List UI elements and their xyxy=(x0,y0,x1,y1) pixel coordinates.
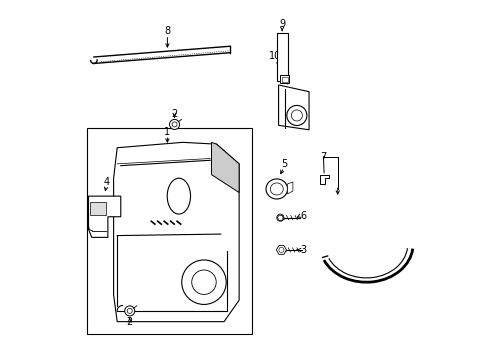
Circle shape xyxy=(182,260,226,305)
Polygon shape xyxy=(287,182,292,194)
Polygon shape xyxy=(88,196,121,237)
Text: 7: 7 xyxy=(320,152,326,162)
Circle shape xyxy=(278,247,284,252)
Text: 10: 10 xyxy=(268,51,281,61)
Circle shape xyxy=(291,110,302,121)
Polygon shape xyxy=(90,202,106,215)
Circle shape xyxy=(286,105,306,126)
Bar xyxy=(276,33,287,81)
Circle shape xyxy=(172,122,177,127)
Circle shape xyxy=(191,270,216,294)
Bar xyxy=(281,77,287,82)
Ellipse shape xyxy=(167,178,190,214)
Polygon shape xyxy=(113,142,239,321)
Polygon shape xyxy=(278,85,308,130)
Bar xyxy=(86,128,251,334)
Text: 3: 3 xyxy=(300,245,306,255)
Bar xyxy=(280,75,289,83)
Text: 1: 1 xyxy=(164,127,170,136)
Text: 2: 2 xyxy=(126,317,133,327)
Circle shape xyxy=(169,120,179,130)
Text: 8: 8 xyxy=(164,26,170,36)
Text: 2: 2 xyxy=(171,109,177,119)
Text: 9: 9 xyxy=(279,19,285,29)
Text: 4: 4 xyxy=(103,177,109,187)
Ellipse shape xyxy=(270,183,283,195)
Text: 6: 6 xyxy=(300,211,306,221)
Polygon shape xyxy=(319,175,328,184)
Circle shape xyxy=(124,306,135,316)
Circle shape xyxy=(127,309,132,314)
Text: 5: 5 xyxy=(280,159,286,169)
Polygon shape xyxy=(211,142,239,193)
Circle shape xyxy=(276,214,284,221)
Ellipse shape xyxy=(265,179,287,199)
